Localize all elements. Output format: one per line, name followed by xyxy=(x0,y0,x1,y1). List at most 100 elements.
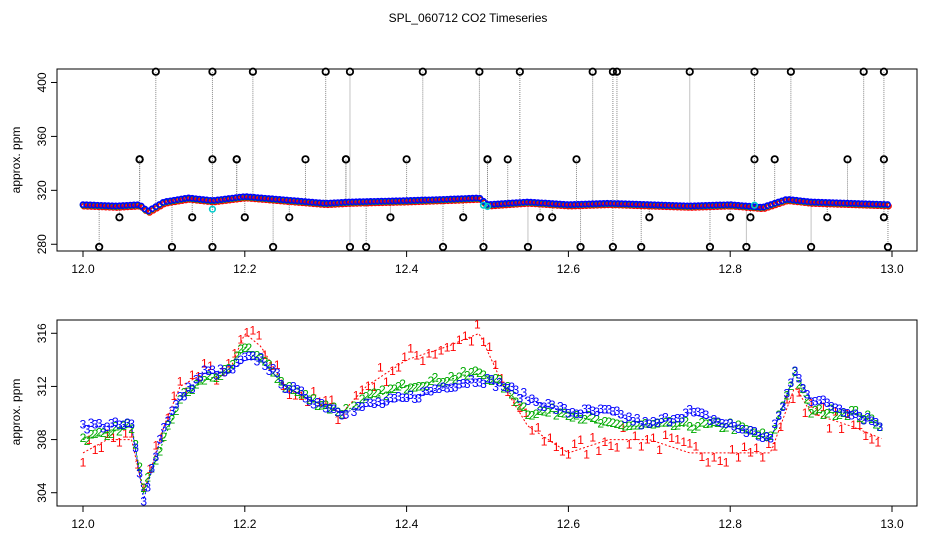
series-point-3: 3 xyxy=(419,385,426,399)
series-point-3: 3 xyxy=(739,422,746,436)
series-point-2: 2 xyxy=(525,408,532,422)
series-point-1: 1 xyxy=(832,405,839,419)
series-point-2: 2 xyxy=(820,408,827,422)
series-point-1: 1 xyxy=(341,408,348,422)
series-point-3: 3 xyxy=(375,395,382,409)
series-point-1: 1 xyxy=(644,433,651,447)
series-point-2: 2 xyxy=(618,418,625,432)
series-point-3: 3 xyxy=(387,391,394,405)
panel-top-xaxis: 12.0 12.2 12.4 12.6 12.8 13.0 xyxy=(71,251,904,276)
spike-marker xyxy=(479,242,488,252)
spike-marker xyxy=(608,67,617,76)
series-point-2: 2 xyxy=(464,368,471,382)
series-point-3: 3 xyxy=(504,382,511,396)
series-point-2: 2 xyxy=(642,417,649,431)
series-point-1: 1 xyxy=(359,383,366,397)
series-point-1: 1 xyxy=(553,440,560,454)
series-point-3: 3 xyxy=(229,363,236,377)
series-point-3: 3 xyxy=(205,364,212,378)
series-point-3: 3 xyxy=(330,402,337,416)
series-point-1: 1 xyxy=(868,433,875,447)
series-point-2: 2 xyxy=(674,419,681,433)
series-point-2: 2 xyxy=(694,420,701,434)
series-point-2: 2 xyxy=(132,438,139,452)
series-point-2: 2 xyxy=(440,376,447,390)
series-point-1: 1 xyxy=(122,426,129,440)
series-point-2: 2 xyxy=(877,420,884,434)
series-point-3: 3 xyxy=(250,349,257,363)
series-point-2: 2 xyxy=(189,383,196,397)
series-point-2: 2 xyxy=(387,382,394,396)
series-point-3: 3 xyxy=(537,400,544,414)
series-point-3: 3 xyxy=(262,359,269,373)
series-point-3: 3 xyxy=(379,397,386,411)
panel-top-ylabel: approx. ppm xyxy=(9,127,23,194)
series-point-2: 2 xyxy=(743,423,750,437)
series-point-1: 1 xyxy=(110,431,117,445)
series-point-1: 1 xyxy=(699,450,706,464)
series-point-2: 2 xyxy=(205,369,212,383)
spike-marker xyxy=(301,155,310,164)
series-point-2: 2 xyxy=(852,404,859,418)
y-tick-label: 320 xyxy=(35,180,49,200)
series-point-1: 1 xyxy=(632,429,639,443)
series-point-1: 1 xyxy=(450,340,457,354)
series-point-3: 3 xyxy=(549,398,556,412)
series-point-1: 1 xyxy=(498,371,505,385)
series-point-1: 1 xyxy=(559,445,566,459)
series-point-2: 2 xyxy=(310,392,317,406)
spike-marker xyxy=(608,242,617,252)
spike-marker xyxy=(823,213,832,222)
series-point-3: 3 xyxy=(383,394,390,408)
series-point-1: 1 xyxy=(413,348,420,362)
series-point-2: 2 xyxy=(856,411,863,425)
series-point-3: 3 xyxy=(456,377,463,391)
series-point-2: 2 xyxy=(670,419,677,433)
series-point-1: 1 xyxy=(159,431,166,445)
series-point-3: 3 xyxy=(152,450,159,464)
series-point-2: 2 xyxy=(800,382,807,396)
panel-bottom-ylabel: approx. ppm xyxy=(9,379,23,446)
series-point-2: 2 xyxy=(415,380,422,394)
spike-marker xyxy=(879,213,889,222)
series-point-1: 1 xyxy=(759,451,766,465)
series-point-3: 3 xyxy=(464,377,471,391)
series-point-3: 3 xyxy=(767,431,774,445)
series-point-3: 3 xyxy=(654,416,661,430)
series-point-3: 3 xyxy=(440,380,447,394)
series-point-2: 2 xyxy=(601,414,608,428)
spike-marker xyxy=(240,213,249,222)
spike-marker xyxy=(115,213,124,222)
series-point-1: 1 xyxy=(195,369,202,383)
series-point-2: 2 xyxy=(221,363,228,377)
series-point-2: 2 xyxy=(379,383,386,397)
series-point-2: 2 xyxy=(577,412,584,426)
spike-marker xyxy=(637,242,646,252)
series-point-2: 2 xyxy=(318,398,325,412)
series-point-3: 3 xyxy=(351,405,358,419)
series-point-1: 1 xyxy=(334,413,341,427)
series-point-2: 2 xyxy=(419,379,426,393)
series-point-3: 3 xyxy=(670,413,677,427)
series-point-1: 1 xyxy=(128,426,135,440)
series-point-2: 2 xyxy=(444,374,451,388)
series-point-3: 3 xyxy=(711,413,718,427)
panel-top: approx. ppm 12.0 12.2 12.4 12.6 12.8 13.0 280… xyxy=(9,67,918,276)
series-point-2: 2 xyxy=(796,377,803,391)
series-point-3: 3 xyxy=(824,396,831,410)
series-point-3: 3 xyxy=(771,417,778,431)
series-point-2: 2 xyxy=(152,454,159,468)
series-point-1: 1 xyxy=(771,440,778,454)
series-point-3: 3 xyxy=(339,409,346,423)
series-point-2: 2 xyxy=(448,370,455,384)
series-point-3: 3 xyxy=(508,380,515,394)
series-point-3: 3 xyxy=(428,384,435,398)
series-point-3: 3 xyxy=(496,375,503,389)
cyan-point xyxy=(750,201,759,209)
series-point-3: 3 xyxy=(278,378,285,392)
series-point-2: 2 xyxy=(622,420,629,434)
baseline-point-blue xyxy=(884,201,891,208)
series-point-3: 3 xyxy=(124,416,131,430)
series-point-2: 2 xyxy=(161,430,168,444)
series-point-1: 1 xyxy=(316,395,323,409)
